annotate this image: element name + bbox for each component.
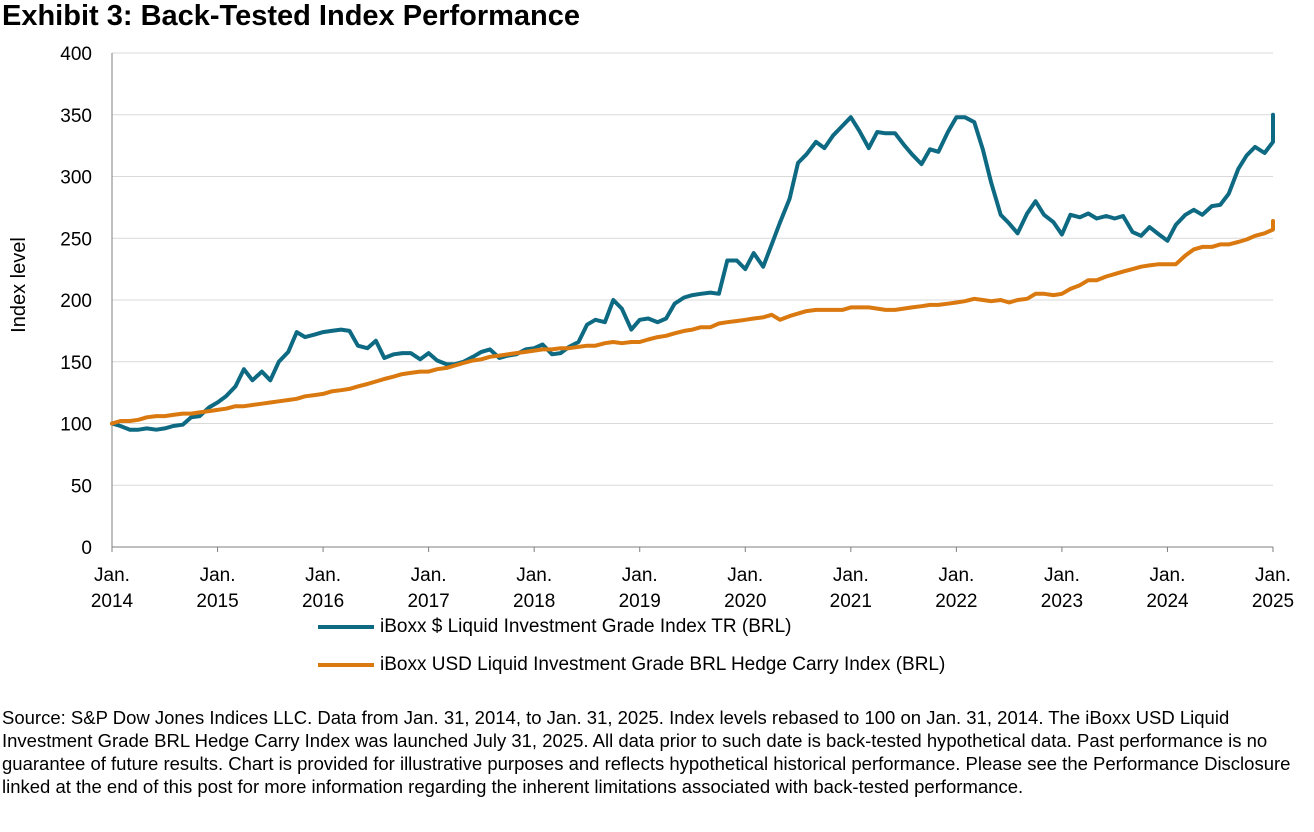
x-tick-label-year-2014: 2014 — [91, 591, 134, 612]
x-tick-label-month-2022: Jan. — [938, 565, 974, 586]
x-tick-label-month-2025: Jan. — [1255, 565, 1291, 586]
y-tick-label-350: 350 — [60, 106, 92, 127]
chart-title: Exhibit 3: Back-Tested Index Performance — [2, 0, 581, 32]
x-tick-label-month-2020: Jan. — [727, 565, 763, 586]
x-axis-ticks: Jan. 2014 Jan. 2015 Jan. 2016 Jan. 2017 Jan. 2018… — [91, 547, 1294, 612]
x-tick-label-year-2016: 2016 — [302, 591, 344, 612]
series-line-2 — [110, 219, 1275, 426]
y-tick-label-200: 200 — [60, 291, 92, 312]
x-tick-label-year-2022: 2022 — [935, 591, 977, 612]
x-tick-label-month-2016: Jan. — [305, 565, 341, 586]
x-tick-label-month-2017: Jan. — [411, 565, 447, 586]
y-tick-label-250: 250 — [60, 229, 92, 250]
y-tick-label-400: 400 — [60, 44, 92, 65]
x-tick-label-year-2025: 2025 — [1252, 591, 1294, 612]
x-tick-label-month-2014: Jan. — [94, 565, 130, 586]
y-axis-label: Index level — [8, 237, 30, 333]
legend-label-series-2: iBoxx USD Liquid Investment Grade BRL He… — [380, 654, 946, 675]
gridlines — [112, 52, 1273, 486]
y-tick-label-100: 100 — [60, 415, 92, 436]
x-tick-label-year-2017: 2017 — [407, 591, 449, 612]
x-tick-label-year-2021: 2021 — [830, 591, 872, 612]
x-tick-label-year-2023: 2023 — [1041, 591, 1083, 612]
y-tick-label-300: 300 — [60, 168, 92, 189]
x-tick-label-month-2023: Jan. — [1044, 565, 1080, 586]
series-line-1 — [110, 112, 1275, 432]
x-tick-label-month-2019: Jan. — [622, 565, 658, 586]
x-tick-label-month-2021: Jan. — [833, 565, 869, 586]
x-tick-label-year-2018: 2018 — [513, 591, 555, 612]
x-tick-label-year-2024: 2024 — [1146, 591, 1189, 612]
y-axis-ticks: 0 50 100 150 200 250 300 350 400 — [60, 44, 92, 559]
y-tick-label-150: 150 — [60, 353, 92, 374]
x-tick-label-year-2019: 2019 — [619, 591, 661, 612]
y-tick-label-0: 0 — [81, 538, 92, 559]
line-chart: 0 50 100 150 200 250 300 350 400 Jan. 2014 Jan. 201… — [8, 44, 1294, 612]
x-tick-label-year-2015: 2015 — [196, 591, 238, 612]
legend-label-series-1: iBoxx $ Liquid Investment Grade Index TR… — [380, 616, 792, 637]
x-tick-label-month-2015: Jan. — [200, 565, 236, 586]
x-tick-label-month-2024: Jan. — [1149, 565, 1185, 586]
source-note: Source: S&P Dow Jones Indices LLC. Data … — [2, 707, 1291, 797]
legend-item-series-1: iBoxx $ Liquid Investment Grade Index TR… — [318, 614, 792, 640]
series-lines — [110, 112, 1275, 432]
x-tick-label-year-2020: 2020 — [724, 591, 766, 612]
y-tick-label-50: 50 — [71, 476, 92, 497]
legend-swatch-series-1 — [318, 625, 374, 629]
legend-swatch-series-2 — [318, 663, 374, 667]
x-tick-label-month-2018: Jan. — [516, 565, 552, 586]
legend-item-series-2: iBoxx USD Liquid Investment Grade BRL He… — [318, 652, 945, 678]
